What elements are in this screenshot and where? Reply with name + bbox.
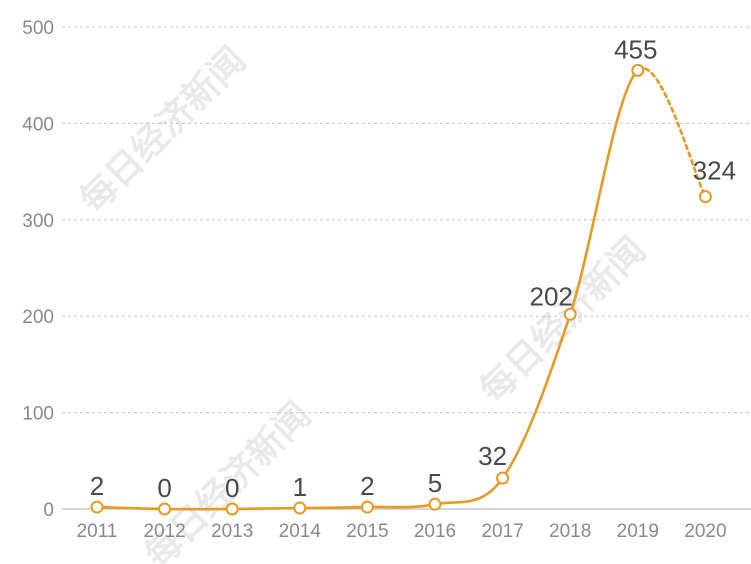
grid-layer <box>62 26 751 510</box>
series-line-solid <box>95 69 640 511</box>
data-point <box>563 307 577 321</box>
data-point <box>225 502 239 516</box>
series-line <box>95 67 707 511</box>
data-label: 5 <box>428 468 442 498</box>
data-label: 455 <box>614 34 657 64</box>
x-tick-label: 2012 <box>143 521 185 542</box>
y-tick-label: 100 <box>22 404 54 425</box>
data-label: 324 <box>693 156 736 186</box>
data-point <box>698 190 712 204</box>
watermark-text: 每日经济新闻 <box>72 40 254 222</box>
data-label: 0 <box>157 473 171 503</box>
data-point <box>428 497 442 511</box>
y-tick-label: 400 <box>22 114 54 135</box>
data-point <box>293 501 307 515</box>
data-points <box>90 63 712 516</box>
data-labels: 2 0 0 1 2 5 32 202 455 324 <box>90 34 736 503</box>
y-tick-label: 500 <box>22 18 54 39</box>
series-line-dashed <box>636 67 707 198</box>
x-tick-label: 2018 <box>549 521 591 542</box>
data-label: 0 <box>225 473 239 503</box>
x-tick-label: 2019 <box>617 521 659 542</box>
data-point <box>158 502 172 516</box>
x-tick-label: 2020 <box>684 521 726 542</box>
data-point <box>90 500 104 514</box>
data-point <box>496 471 510 485</box>
x-tick-label: 2013 <box>211 521 253 542</box>
x-tick-label: 2014 <box>279 521 322 542</box>
x-tick-label: 2017 <box>481 521 523 542</box>
x-axis: 2011 2012 2013 2014 2015 2016 2017 2018 2019 2020 <box>77 521 727 542</box>
data-label: 32 <box>478 441 507 471</box>
watermark-text: 每日经济新闻 <box>472 230 654 412</box>
x-tick-label: 2015 <box>346 521 388 542</box>
data-label: 1 <box>293 472 307 502</box>
x-tick-label: 2011 <box>77 521 118 542</box>
data-label: 202 <box>530 281 573 311</box>
y-tick-label: 0 <box>43 500 54 521</box>
data-point <box>631 63 645 77</box>
x-tick-label: 2016 <box>414 521 456 542</box>
y-tick-label: 300 <box>22 211 54 232</box>
data-label: 2 <box>360 471 374 501</box>
data-label: 2 <box>90 471 104 501</box>
y-axis: 0 100 200 300 400 500 <box>22 18 54 521</box>
data-point <box>360 500 374 514</box>
y-tick-label: 200 <box>22 307 54 328</box>
